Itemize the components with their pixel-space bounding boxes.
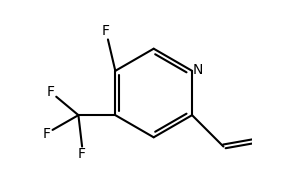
Text: F: F <box>47 84 55 99</box>
Text: F: F <box>78 147 86 161</box>
Text: F: F <box>102 24 110 38</box>
Text: F: F <box>43 127 51 141</box>
Text: N: N <box>193 63 203 77</box>
